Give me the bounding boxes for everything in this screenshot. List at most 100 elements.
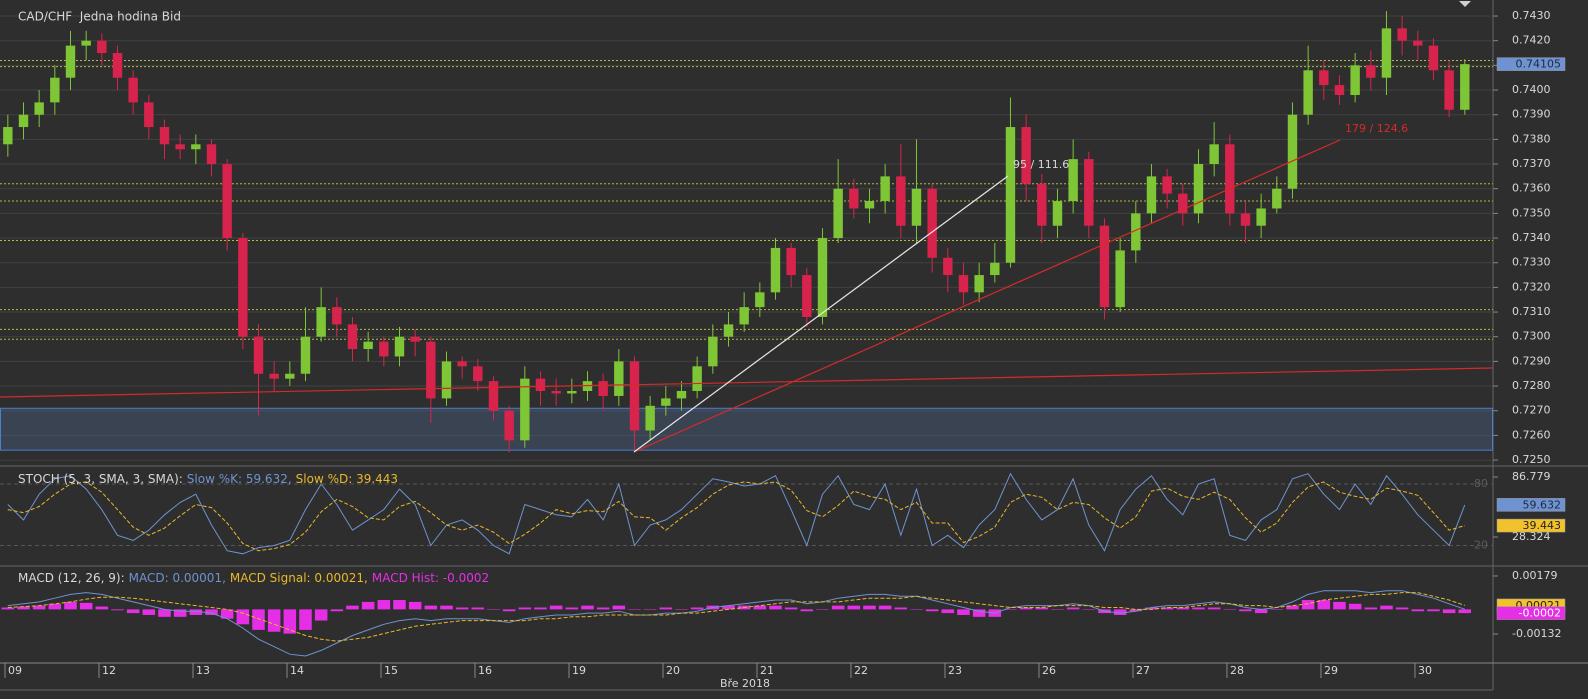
candle-body [1068, 159, 1078, 202]
legend-entry: MACD Signal: 0.00021, [230, 571, 368, 585]
candle-body [1021, 127, 1031, 184]
legend-entry: Slow %K: 59.632, [187, 472, 292, 486]
histogram-bar [205, 609, 218, 615]
candle-body [1334, 85, 1345, 95]
histogram-bar [534, 607, 547, 610]
histogram-bar [957, 609, 970, 615]
candle-body [1240, 213, 1251, 226]
legend-entry: MACD Hist: -0.0002 [372, 571, 489, 585]
candle-body [755, 292, 765, 308]
candle-body [864, 201, 875, 209]
histogram-bar [863, 605, 876, 610]
candle-body [34, 102, 44, 115]
histogram-bar [502, 609, 516, 612]
candle-body [598, 381, 608, 396]
histogram-bar [455, 607, 469, 610]
histogram-bar [690, 607, 704, 610]
candle-body [1460, 64, 1470, 110]
candle-body [159, 127, 170, 145]
indicator-title: MACD (12, 26, 9): [18, 571, 125, 585]
candle-body [817, 238, 828, 317]
x-tick-label: 13 [196, 664, 210, 677]
histogram-bar [565, 607, 579, 610]
histogram-bar [972, 609, 986, 617]
x-tick-label: 15 [384, 664, 398, 677]
candle-body [645, 405, 655, 431]
histogram-bar [95, 606, 109, 610]
candle-body [1178, 193, 1188, 214]
histogram-bar [1004, 609, 1017, 610]
candle-body [943, 257, 953, 276]
annotation: 179 / 124.6 [1345, 122, 1408, 135]
candle-body [1428, 45, 1439, 71]
histogram-bar [189, 609, 203, 615]
histogram-bar [346, 605, 359, 610]
histogram-bar [1223, 609, 1237, 610]
histogram-bar [1411, 609, 1425, 612]
histogram-bar [111, 609, 124, 611]
candle-body [723, 324, 734, 337]
candle-body [441, 361, 452, 399]
value-marker-label: -0.0002 [1519, 607, 1561, 620]
candle-body [1397, 28, 1407, 41]
histogram-bar [1395, 607, 1409, 610]
level-label: 80 [1474, 477, 1488, 490]
candle-body [457, 361, 467, 367]
indicator-header: MACD (12, 26, 9): MACD: 0.00001, MACD Sign… [18, 571, 489, 585]
histogram-bar [314, 609, 328, 621]
candle-body [504, 410, 514, 441]
indicator-header: STOCH (5, 3, SMA, 3, SMA): Slow %K: 59.63… [18, 472, 398, 486]
candle-body [880, 176, 890, 202]
candle-body [379, 341, 389, 357]
y-tick-label: 86.779 [1512, 470, 1551, 483]
y-tick-label: 0.7400 [1512, 83, 1551, 96]
indicator-title: STOCH (5, 3, SMA, 3, SMA): [18, 472, 183, 486]
histogram-bar [1348, 603, 1362, 610]
histogram-bar [1254, 609, 1268, 614]
histogram-bar [1192, 607, 1205, 610]
candle-body [535, 378, 546, 391]
histogram-bar [424, 605, 438, 610]
histogram-bar [1364, 607, 1378, 610]
candle-body [1256, 208, 1266, 226]
histogram-bar [1333, 601, 1346, 610]
candle-body [144, 102, 154, 128]
candle-body [661, 398, 671, 406]
value-marker-label: 59.632 [1523, 498, 1562, 511]
x-tick-label: 28 [1230, 664, 1244, 677]
y-tick-label: 0.7250 [1512, 453, 1551, 466]
candle-body [81, 40, 91, 46]
candle-body [191, 144, 201, 150]
x-tick-label: 14 [290, 664, 304, 677]
candle-body [629, 361, 640, 431]
candle-body [3, 127, 13, 145]
histogram-bar [878, 605, 892, 610]
x-tick-label: 21 [760, 664, 774, 677]
y-tick-label: 0.7270 [1512, 404, 1551, 417]
histogram-bar [1176, 607, 1190, 610]
y-tick-label: 0.7350 [1512, 206, 1551, 219]
y-tick-label: 28.324 [1512, 530, 1551, 543]
histogram-bar [1145, 607, 1158, 610]
histogram-bar [361, 601, 375, 610]
histogram-bar [910, 609, 923, 610]
candle-body [316, 307, 326, 337]
indicator-line [7, 590, 1465, 657]
histogram-bar [408, 601, 422, 610]
candle-body [833, 188, 843, 239]
y-tick-label: 0.7340 [1512, 231, 1551, 244]
candle-body [1131, 213, 1141, 251]
x-tick-label: 20 [666, 664, 680, 677]
candle-body [394, 336, 405, 357]
y-tick-label: 0.7290 [1512, 354, 1551, 367]
candle-body [614, 361, 624, 396]
value-marker [1496, 518, 1566, 533]
candle-body [206, 144, 217, 165]
histogram-bar [1, 607, 15, 610]
histogram-bar [64, 601, 77, 610]
histogram-bar [48, 603, 62, 610]
annotation: 95 / 111.6 [1013, 158, 1069, 171]
histogram-bar [1317, 600, 1331, 610]
histogram-bar [722, 605, 735, 610]
